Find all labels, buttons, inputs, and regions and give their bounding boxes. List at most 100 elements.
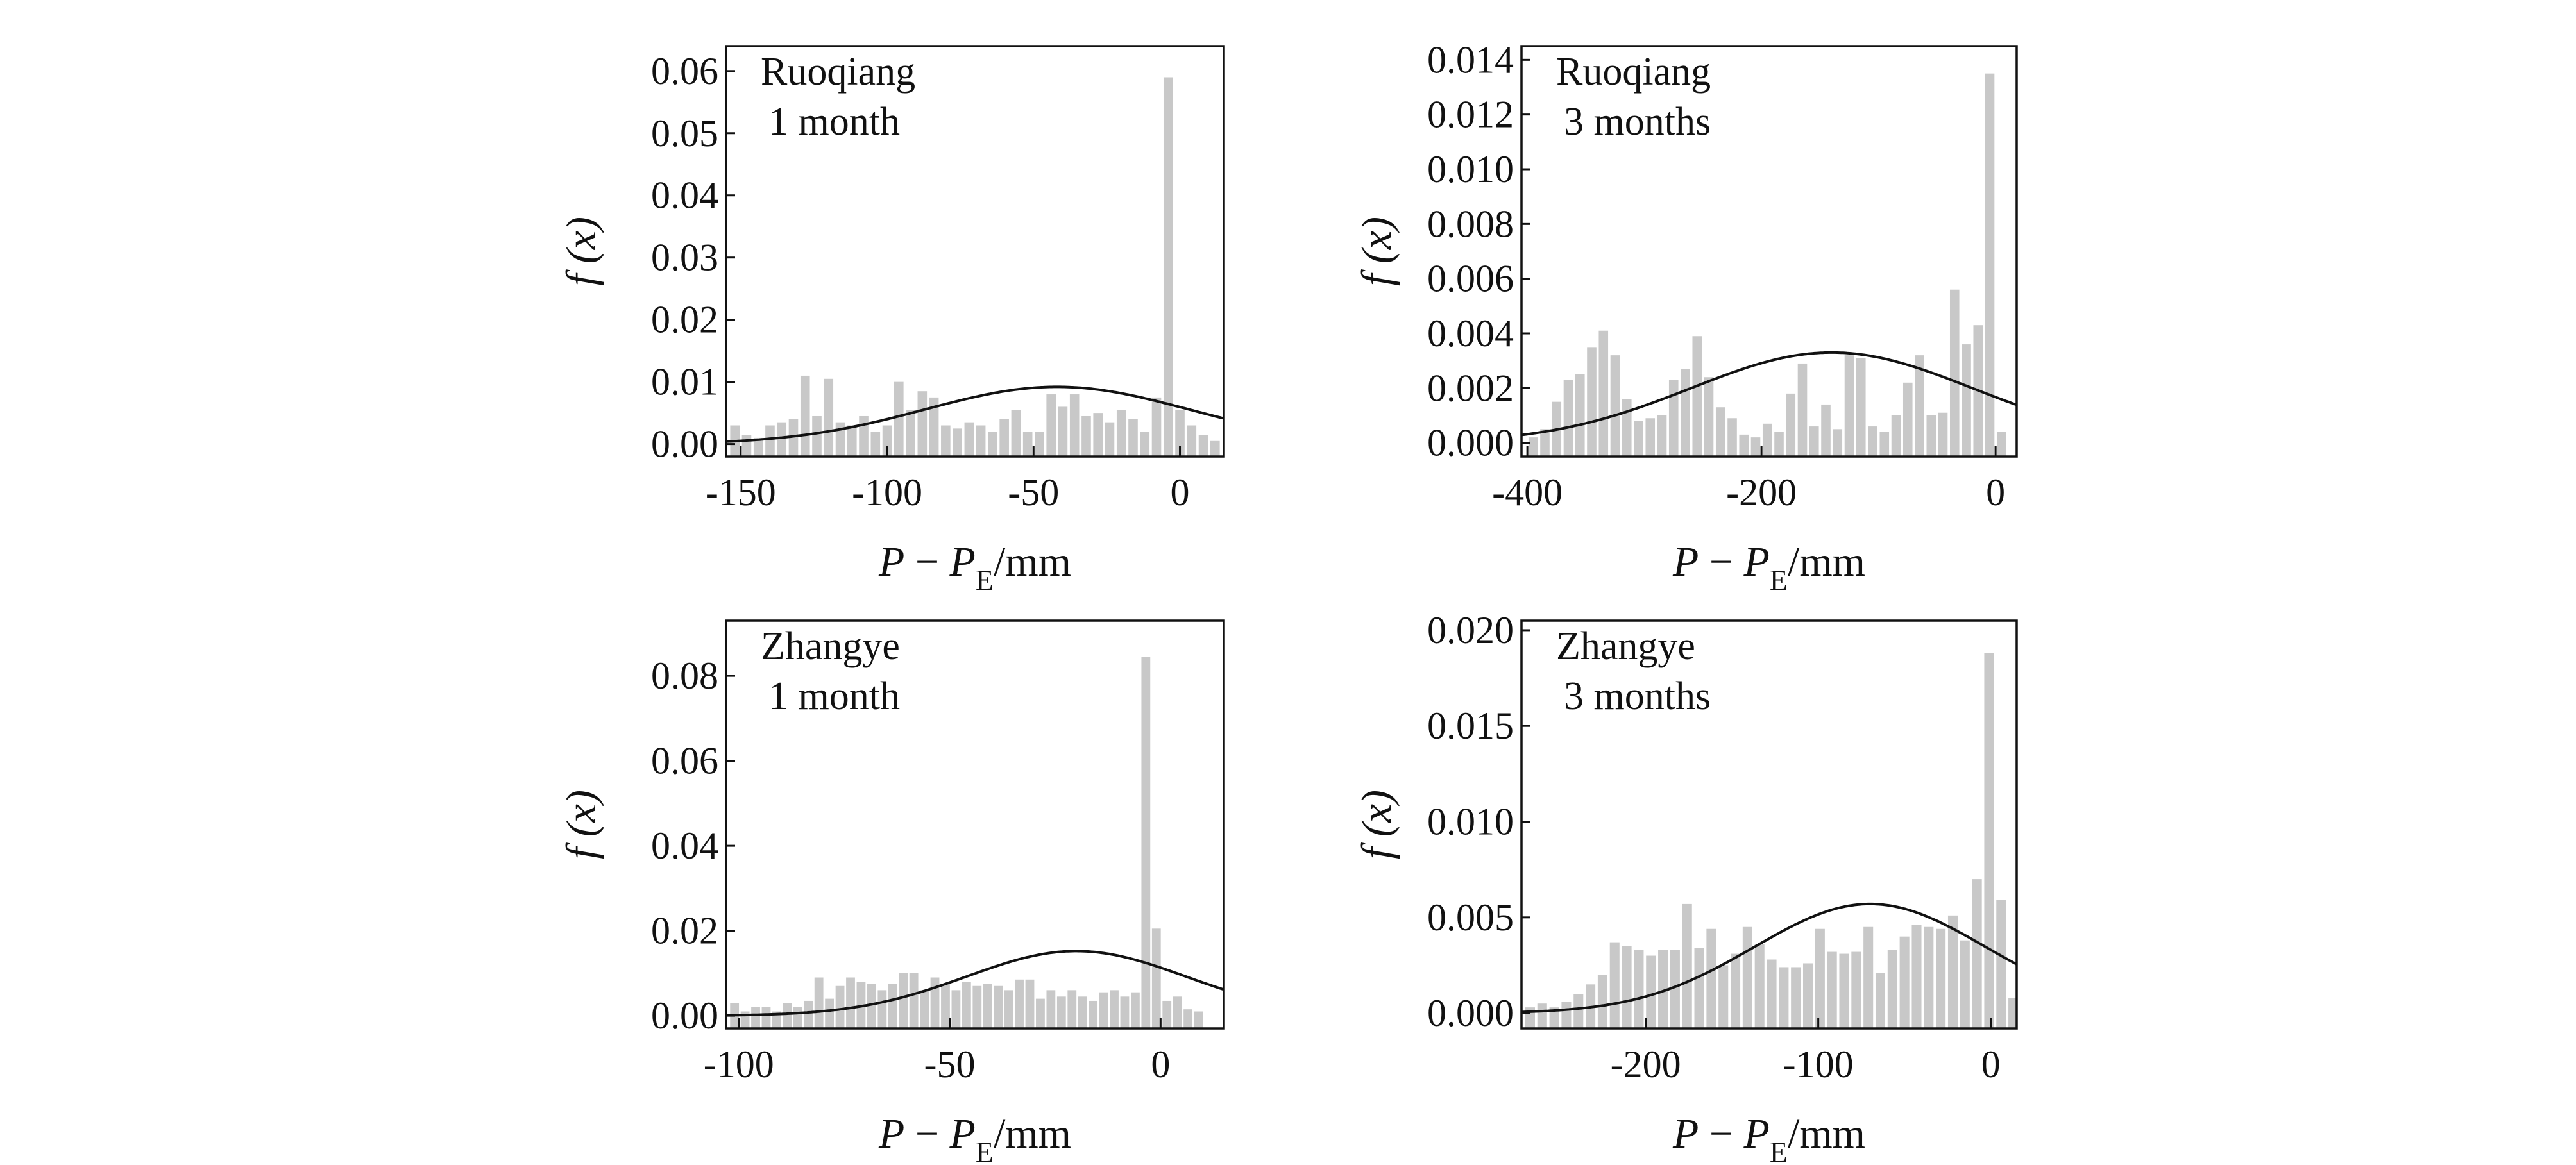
histogram-bar <box>1198 435 1208 457</box>
fitted-curve <box>726 385 1224 443</box>
histogram-bar <box>1110 990 1119 1028</box>
histogram-bar <box>929 397 939 457</box>
histogram-bar <box>1739 434 1749 457</box>
y-tick-label: 0.03 <box>651 237 718 279</box>
histogram-bar <box>824 378 834 457</box>
histogram-bar <box>1563 380 1573 457</box>
histogram-bar <box>867 984 876 1028</box>
histogram-bar <box>1682 903 1692 1028</box>
x-tick-label: -200 <box>1611 1043 1681 1085</box>
x-tick-label: 0 <box>1151 1043 1170 1085</box>
histogram-bar <box>1183 1009 1193 1028</box>
y-tick-label: 0.020 <box>1427 609 1514 651</box>
histogram-bar <box>1938 412 1948 457</box>
y-tick-label: 0.015 <box>1427 705 1514 747</box>
x-tick-label: -50 <box>1008 471 1059 514</box>
fitted-curve <box>1521 351 2017 437</box>
x-tick-label: -100 <box>852 471 922 514</box>
histogram-bar <box>1924 926 1934 1028</box>
histogram-bar <box>1715 407 1725 457</box>
station-label: Zhangye <box>1556 624 1695 668</box>
histogram-bar <box>1046 990 1056 1028</box>
histogram-bar <box>1162 1000 1172 1028</box>
x-axis-label: P − PE/mm <box>1672 539 1865 596</box>
histogram-bar <box>1936 928 1946 1028</box>
histogram-bar <box>1868 426 1877 457</box>
chart-panel-2: 0.000 0.002 0.004 0.006 0.008 0.010 0.012 0.014… <box>1353 38 2018 596</box>
y-tick-label: 0.000 <box>1427 422 1514 464</box>
histogram-bar <box>1597 975 1607 1028</box>
histogram-bar <box>1540 429 1550 457</box>
histogram-bar <box>920 990 929 1028</box>
histogram-bar <box>1609 942 1620 1028</box>
histogram-bar <box>1081 415 1091 457</box>
histogram-bar <box>800 375 810 457</box>
histogram-bar <box>847 425 857 457</box>
histogram-bar <box>1786 393 1796 457</box>
histogram-bar <box>1116 410 1126 457</box>
histogram-bar <box>1622 946 1632 1028</box>
histogram-bar <box>1587 347 1597 457</box>
histogram-bar <box>941 984 950 1028</box>
y-tick-label: 0.02 <box>651 299 718 341</box>
histogram-bar <box>1561 1002 1572 1028</box>
histogram-bar <box>1742 926 1752 1028</box>
histogram-bar <box>1093 413 1103 457</box>
histogram-bar <box>1140 432 1150 457</box>
chart-panel-4: 0.000 0.005 0.010 0.015 0.020 -200 -100 0 Zhangy… <box>1353 609 2018 1165</box>
histogram-bar <box>930 977 940 1028</box>
histogram-bar <box>753 437 763 457</box>
station-label: Ruoqiang <box>761 50 915 94</box>
histogram-bar <box>1011 410 1021 457</box>
histogram-bar <box>962 982 971 1028</box>
axes-frame <box>1520 45 2018 458</box>
histogram-bar <box>1528 437 1538 457</box>
histogram-bar <box>1622 399 1632 457</box>
histogram-bar <box>1004 990 1013 1028</box>
histogram-bar <box>1911 925 1922 1028</box>
histogram-bar <box>1069 394 1080 457</box>
histogram-bar <box>1634 421 1643 457</box>
histogram-bar <box>917 391 928 457</box>
histogram-bar <box>1694 948 1704 1028</box>
histogram-bar <box>906 410 915 457</box>
period-label: 1 month <box>768 675 900 718</box>
histogram-bar <box>983 984 992 1028</box>
histogram-bar <box>1972 879 1982 1028</box>
histogram-bar <box>1573 994 1584 1028</box>
histogram-bar <box>1779 967 1789 1028</box>
x-tick-label: -100 <box>1783 1043 1854 1085</box>
histogram-bar <box>951 990 961 1028</box>
histogram-bar <box>793 1007 802 1028</box>
y-tick-label: 0.008 <box>1427 203 1514 245</box>
axes-frame <box>725 45 1225 458</box>
histogram-bar <box>1879 432 1890 457</box>
histogram-bar <box>772 1011 781 1028</box>
histogram-bar <box>1120 996 1130 1028</box>
histogram-bar <box>1996 900 2006 1028</box>
histogram-bar <box>1058 406 1068 457</box>
histogram-bar <box>1646 955 1656 1028</box>
plot-area <box>726 657 1224 1028</box>
histogram-bar <box>1926 415 1936 457</box>
y-tick-label: 0.012 <box>1427 94 1514 136</box>
histogram-bar <box>964 422 974 457</box>
y-tick-label: 0.06 <box>651 50 718 92</box>
histogram-bar <box>1802 963 1813 1028</box>
histogram-bar <box>1727 418 1737 457</box>
fitted-curve <box>1521 902 2017 1014</box>
y-tick-label: 0.010 <box>1427 148 1514 190</box>
x-tick-label: 0 <box>1171 471 1190 514</box>
histogram-bar <box>859 415 869 457</box>
chart-panel-1: 0.00 0.01 0.02 0.03 0.04 0.05 0.06 -150 -100 -50 0… <box>558 45 1225 596</box>
histogram-bar <box>888 984 897 1028</box>
histogram-bar <box>1035 432 1044 457</box>
histogram-bar <box>1704 377 1714 457</box>
histogram-bar <box>953 428 962 457</box>
histogram-bar <box>1670 950 1680 1028</box>
fitted-curve <box>726 950 1224 1017</box>
histogram-bar <box>1851 951 1861 1028</box>
y-tick-label: 0.04 <box>651 825 718 867</box>
axes-frame <box>725 619 1225 1030</box>
histogram-bar <box>999 419 1009 457</box>
